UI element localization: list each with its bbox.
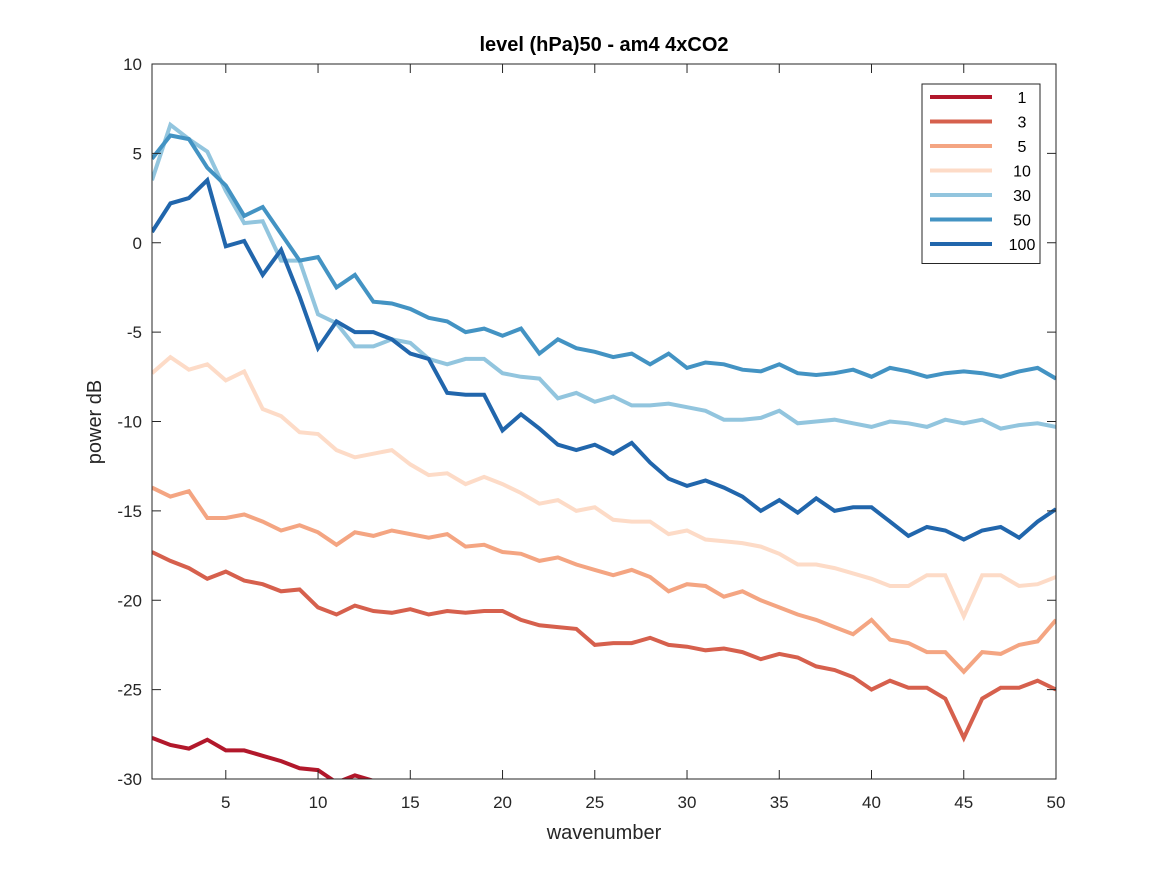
x-axis: 5 10 15 20 25 30 35 40 45 50 [221, 64, 1065, 812]
series-line-1 [152, 736, 374, 779]
series-line-5 [152, 485, 1056, 675]
legend: 1 3 5 10 30 50 100 [921, 83, 1041, 264]
x-tick-label: 25 [585, 793, 604, 812]
x-tick-label: 10 [309, 793, 328, 812]
series-line-50 [152, 133, 1056, 381]
legend-label-30: 30 [1013, 188, 1031, 205]
series-line-30 [152, 121, 1056, 431]
legend-label-10: 10 [1013, 164, 1031, 181]
y-tick-label: 0 [133, 234, 142, 253]
x-tick-label: 15 [401, 793, 420, 812]
x-tick-label: 5 [221, 793, 230, 812]
y-tick-label: -25 [117, 681, 142, 700]
x-tick-label: 40 [862, 793, 881, 812]
y-tick-label: -5 [127, 323, 142, 342]
y-tick-label: -30 [117, 770, 142, 789]
y-tick-label: -10 [117, 413, 142, 432]
series-layer [152, 121, 1056, 779]
y-tick-label: 5 [133, 144, 142, 163]
legend-label-3: 3 [1018, 115, 1027, 132]
legend-label-50: 50 [1013, 213, 1031, 230]
legend-label-1: 1 [1018, 90, 1027, 107]
series-line-100 [152, 176, 1056, 542]
x-tick-label: 20 [493, 793, 512, 812]
series-line-10 [152, 354, 1056, 622]
y-axis-label: power dB [84, 380, 106, 465]
legend-label-5: 5 [1018, 139, 1027, 156]
y-tick-label: -20 [117, 591, 142, 610]
legend-label-100: 100 [1009, 237, 1036, 254]
chart-title: level (hPa)50 - am4 4xCO2 [479, 34, 728, 56]
x-tick-label: 30 [678, 793, 697, 812]
x-tick-label: 45 [954, 793, 973, 812]
x-tick-label: 35 [770, 793, 789, 812]
y-tick-label: 10 [123, 55, 142, 74]
y-tick-label: -15 [117, 502, 142, 521]
legend-box [921, 83, 1041, 264]
x-axis-label: wavenumber [546, 822, 662, 844]
series-line-3 [152, 550, 1056, 743]
y-axis: -30 -25 -20 -15 -10 -5 0 5 10 [117, 55, 1056, 789]
x-tick-label: 50 [1047, 793, 1066, 812]
